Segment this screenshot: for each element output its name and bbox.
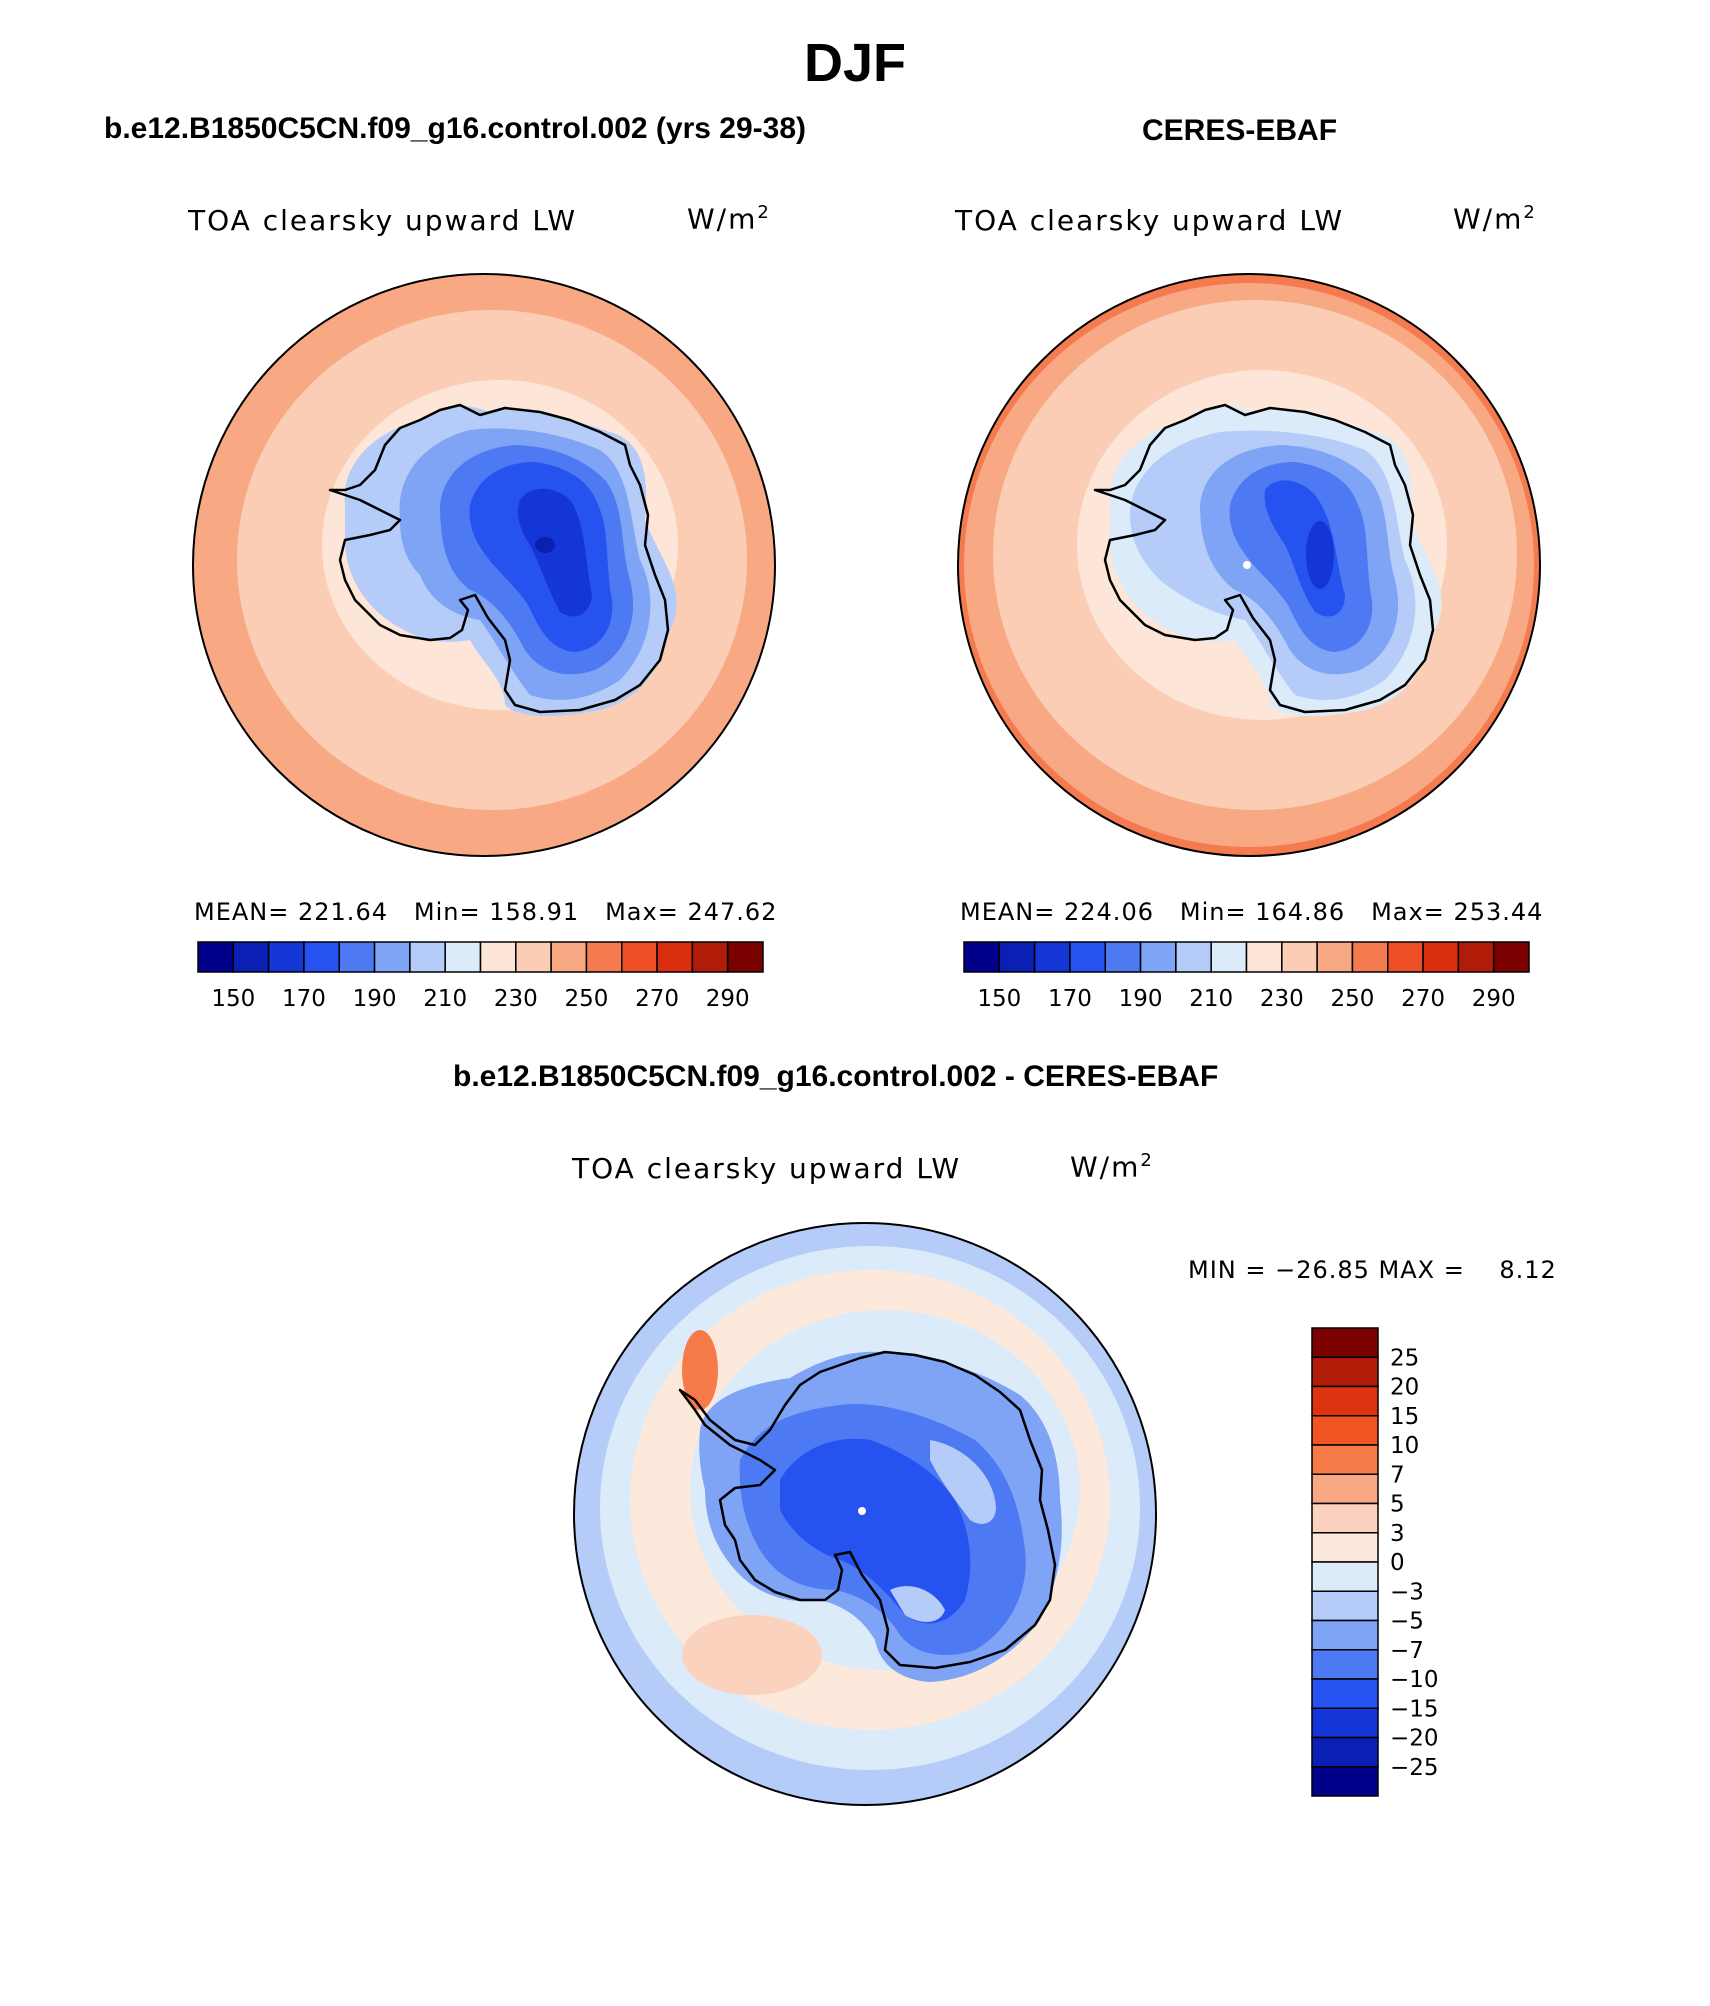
colorbar-tick-label: 7 [1390,1462,1405,1488]
colorbar-swatch [515,941,552,973]
colorbar-tick-label: 190 [1119,986,1163,1012]
colorbar-swatch [232,941,270,973]
colorbar-tick-label: 190 [353,986,397,1012]
colorbar-swatch [1311,1532,1379,1563]
colorbar-swatch [1311,1766,1379,1797]
colorbar-swatch [963,941,1001,973]
colorbar-swatch [1457,941,1495,973]
diff-minmax-label: MIN = −26.85 MAX = 8.12 [1188,1256,1557,1284]
colorbar-swatch [1311,1327,1379,1358]
colorbar-swatch [1311,1415,1379,1446]
panel2-unit-label: W/m2 [1453,202,1537,236]
colorbar-swatch [1311,1385,1379,1417]
colorbar-tick-label: 230 [494,986,538,1012]
colorbar-tick-label: −10 [1390,1667,1439,1693]
diff-unit-label: W/m2 [1070,1150,1154,1184]
colorbar-tick-label: 270 [1401,986,1445,1012]
colorbar-tick-label: 210 [1189,986,1233,1012]
colorbar-swatch [1281,941,1318,973]
colorbar-tick-label: −25 [1390,1755,1439,1781]
colorbar-tick-label: −20 [1390,1726,1439,1752]
colorbar-tick-label: 290 [1472,986,1516,1012]
colorbar-tick-label: 250 [564,986,608,1012]
colorbar-swatch [550,941,588,973]
colorbar-tick-label: −5 [1390,1609,1424,1635]
colorbar-swatch [1311,1649,1379,1680]
colorbar-tick-label: 150 [211,986,255,1012]
colorbar-swatch [444,941,482,973]
colorbar-tick-label: 210 [423,986,467,1012]
panel2-colorbar: 150 170 190 210 230 250 270 290 [963,941,1530,1012]
colorbar-swatch [1311,1590,1379,1622]
panel1-stats: MEAN= 221.64 Min= 158.91 Max= 247.62 [194,898,778,926]
colorbar-swatch [621,941,658,973]
colorbar-swatch [1311,1444,1379,1475]
colorbar-swatch [1104,941,1142,973]
colorbar-tick-label: 15 [1390,1404,1419,1430]
colorbar-swatch [1311,1678,1379,1709]
panel1-variable-label: TOA clearsky upward LW [188,204,578,237]
colorbar-swatch [656,941,694,973]
colorbar-swatch [1387,941,1424,973]
colorbar-tick-label: 150 [977,986,1021,1012]
colorbar-swatch [1311,1561,1379,1592]
colorbar-tick-label: 3 [1390,1521,1405,1547]
figure-title: DJF [803,33,906,93]
colorbar-swatch [1175,941,1212,973]
colorbar-tick-label: 250 [1330,986,1374,1012]
colorbar-tick-label: 270 [635,986,679,1012]
colorbar-tick-label: 170 [1048,986,1092,1012]
panel1-unit-label: W/m2 [687,202,771,236]
colorbar-swatch [479,941,517,973]
colorbar-swatch [1139,941,1177,973]
colorbar-tick-label: −15 [1390,1696,1439,1722]
colorbar-swatch [1492,941,1530,973]
colorbar-swatch [1311,1619,1379,1651]
colorbar-swatch [726,941,764,973]
colorbar-swatch [1311,1473,1379,1505]
colorbar-tick-label: 20 [1390,1375,1419,1401]
panel2-title: CERES-EBAF [1142,114,1338,147]
diff-variable-label: TOA clearsky upward LW [572,1152,962,1185]
colorbar-swatch [1069,941,1106,973]
colorbar-tick-label: 10 [1390,1433,1419,1459]
colorbar-swatch [303,941,340,973]
panel2-variable-label: TOA clearsky upward LW [955,204,1345,237]
colorbar-tick-label: 170 [282,986,326,1012]
colorbar-swatch [1311,1502,1379,1534]
colorbar-swatch [1351,941,1389,973]
colorbar-swatch [998,941,1036,973]
panel2-stats: MEAN= 224.06 Min= 164.86 Max= 253.44 [960,898,1544,926]
panel1-title: b.e12.B1850C5CN.f09_g16.control.002 (yrs… [104,112,807,145]
colorbar-tick-label: 5 [1390,1492,1405,1518]
colorbar-swatch [1033,941,1071,973]
diff-colorbar: 25 20 15 10 7 5 3 0 −3 −5 −7 −10 −15 −20 −25 [1311,1327,1439,1797]
colorbar-tick-label: 25 [1390,1345,1419,1371]
colorbar-swatch [1311,1736,1379,1768]
colorbar-tick-label: −3 [1390,1579,1424,1605]
colorbar-swatch [1316,941,1354,973]
colorbar-swatch [338,941,376,973]
colorbar-swatch [1311,1356,1379,1388]
colorbar-tick-label: −7 [1390,1638,1424,1664]
colorbar-swatch [1311,1707,1379,1739]
panel1-colorbar: 150 170 190 210 230 250 270 290 [197,941,764,1012]
colorbar-tick-label: 230 [1260,986,1304,1012]
colorbar-tick-label: 0 [1390,1550,1405,1576]
colorbar-tick-label: 290 [706,986,750,1012]
diff-panel-title: b.e12.B1850C5CN.f09_g16.control.002 - CE… [453,1060,1219,1093]
colorbar-swatch [197,941,235,973]
